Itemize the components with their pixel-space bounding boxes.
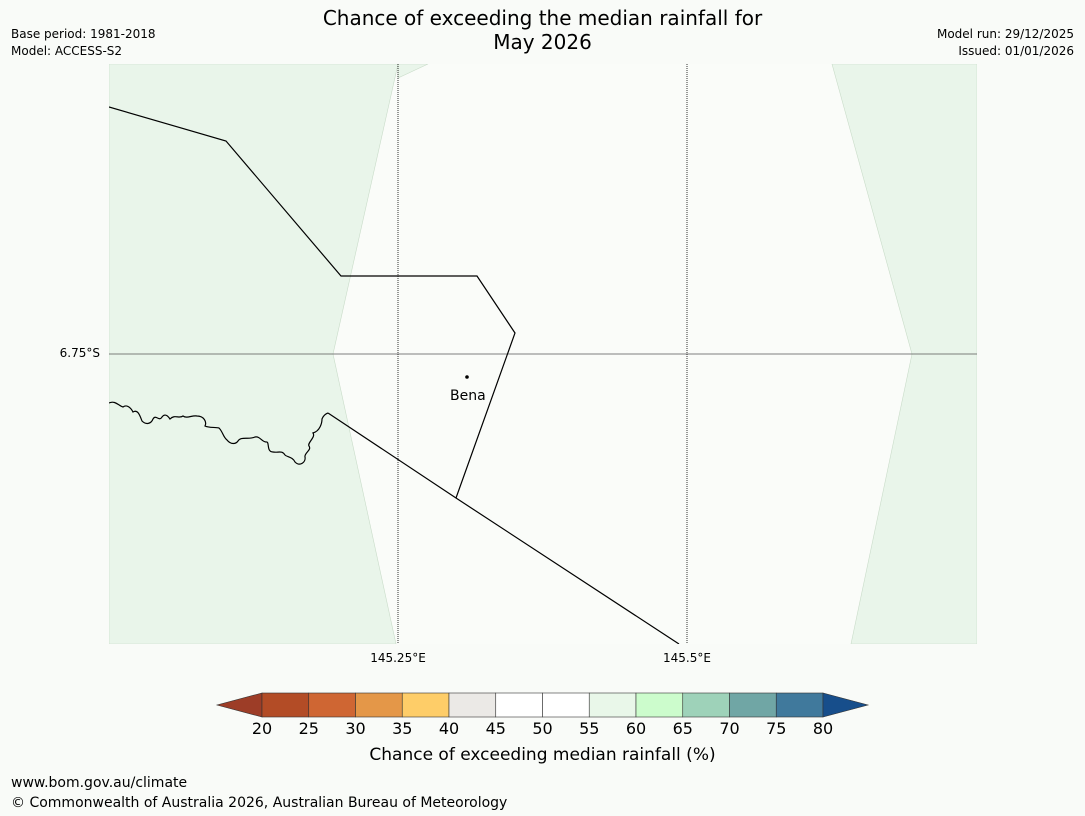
model-run: Model run: 29/12/2025 — [936, 27, 1074, 41]
lon-label-145-5e: 145.5°E — [663, 651, 711, 665]
colorbar-bin-60-65 — [635, 692, 684, 718]
title-line-1: Chance of exceeding the median rainfall … — [322, 6, 763, 30]
colorbar-bin-40-45 — [448, 692, 497, 718]
colorbar-bin-65-70 — [682, 692, 730, 718]
shaded-region-right — [831, 64, 977, 644]
colorbar-label: Chance of exceeding median rainfall (%) — [369, 745, 716, 765]
colorbar — [215, 692, 870, 718]
base-period: Base period: 1981-2018 — [11, 27, 156, 41]
map-title: Chance of exceeding the median rainfall … — [0, 6, 1085, 54]
river-boundary — [109, 401, 329, 465]
place-label-bena: Bena — [450, 388, 486, 404]
colorbar-bin-45-50 — [495, 692, 543, 718]
lon-label-145-25e: 145.25°E — [370, 651, 426, 665]
colorbar-bin-35-40 — [401, 692, 450, 718]
colorbar-tick-70: 70 — [719, 719, 740, 738]
colorbar-bin-70-75 — [729, 692, 777, 718]
colorbar-tick-35: 35 — [392, 719, 413, 738]
colorbar-tick-40: 40 — [438, 719, 460, 738]
issued-date: Issued: 01/01/2026 — [958, 44, 1074, 58]
rainfall-map — [109, 64, 977, 644]
colorbar-bin-30-35 — [355, 692, 403, 718]
footer-url[interactable]: www.bom.gov.au/climate — [11, 775, 188, 791]
colorbar-extend-high — [822, 692, 870, 718]
colorbar-tick-65: 65 — [672, 719, 693, 738]
colorbar-bin-55-60 — [588, 692, 637, 718]
metadata-right: Model run: 29/12/2025 Issued: 01/01/2026 — [937, 26, 1074, 60]
colorbar-tick-20: 20 — [251, 719, 273, 738]
colorbar-tick-30: 30 — [345, 719, 366, 738]
metadata-left: Base period: 1981-2018 Model: ACCESS-S2 — [11, 26, 156, 60]
province-boundary-south — [327, 412, 680, 644]
colorbar-bin-25-30 — [308, 692, 356, 718]
colorbar-bin-75-80 — [775, 692, 824, 718]
colorbar-tick-60: 60 — [625, 719, 647, 738]
title-line-2: May 2026 — [493, 30, 592, 54]
bena-marker — [465, 375, 469, 379]
colorbar-tick-25: 25 — [298, 719, 319, 738]
footer-copyright: © Commonwealth of Australia 2026, Austra… — [11, 795, 508, 811]
colorbar-tick-50: 50 — [532, 719, 553, 738]
colorbar-bin-50-55 — [542, 692, 590, 718]
colorbar-extend-low — [215, 692, 263, 718]
colorbar-tick-45: 45 — [485, 719, 506, 738]
lat-label-6-75s: 6.75°S — [59, 346, 100, 360]
colorbar-bin-20-25 — [261, 692, 310, 718]
colorbar-tick-75: 75 — [766, 719, 787, 738]
colorbar-tick-55: 55 — [579, 719, 600, 738]
model-name: Model: ACCESS-S2 — [11, 44, 123, 58]
colorbar-tick-80: 80 — [812, 719, 834, 738]
province-boundary-north — [109, 106, 516, 499]
